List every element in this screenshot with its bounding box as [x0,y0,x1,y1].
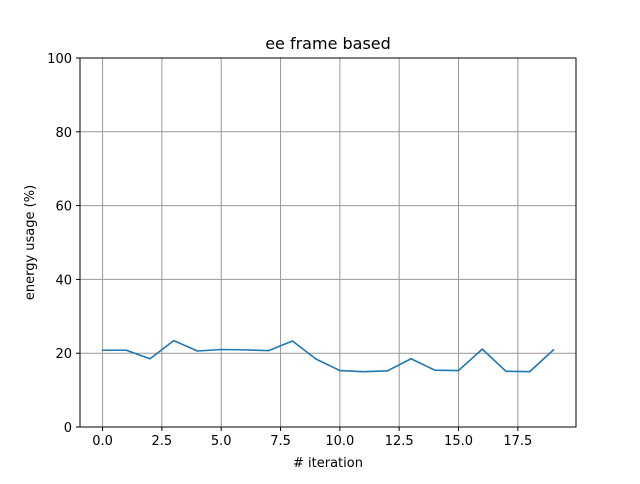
x-tick-label: 15.0 [444,434,473,449]
x-axis-label: # iteration [293,456,363,471]
data-point [125,349,128,352]
data-point [433,369,436,371]
data-point [505,370,507,373]
data-point [220,348,223,351]
y-tick-label: 0 [64,421,72,436]
x-tick-label: 7.5 [270,434,291,449]
data-point [362,370,365,373]
data-point [196,350,199,352]
data-point [172,339,175,342]
y-tick-label: 60 [55,200,72,215]
y-tick-label: 100 [47,52,72,67]
axes-frame [79,57,577,428]
data-point [244,349,246,351]
data-point [101,349,104,352]
data-point [386,370,389,372]
y-tick-label: 80 [55,126,72,141]
chart-title: ee frame based [265,34,391,53]
data-point [267,349,270,352]
x-tick-label: 5.0 [211,434,232,449]
tick-layer: 0.0 2.5 5.0 7.5 10.0 12.5 15.0 17.5 0 20 40 60 80 100 [47,52,532,449]
data-point [315,358,317,360]
data-point [291,340,294,342]
data-point [149,357,151,360]
series-layer [101,339,555,373]
data-point [552,349,555,351]
y-tick-label: 40 [55,273,72,288]
data-point [528,370,531,373]
data-point [481,348,484,350]
grid-layer [80,57,576,428]
x-tick-label: 10.0 [325,434,354,449]
data-point [339,369,341,372]
data-point [410,357,412,360]
series-line [101,339,555,373]
x-tick-label: 2.5 [152,434,173,449]
x-tick-label: 0.0 [92,434,113,449]
y-tick-label: 20 [55,347,72,362]
x-tick-label: 12.5 [385,434,414,449]
x-tick-label: 17.5 [503,434,532,449]
y-axis-label: energy usage (%) [23,185,38,300]
data-point [457,369,460,372]
